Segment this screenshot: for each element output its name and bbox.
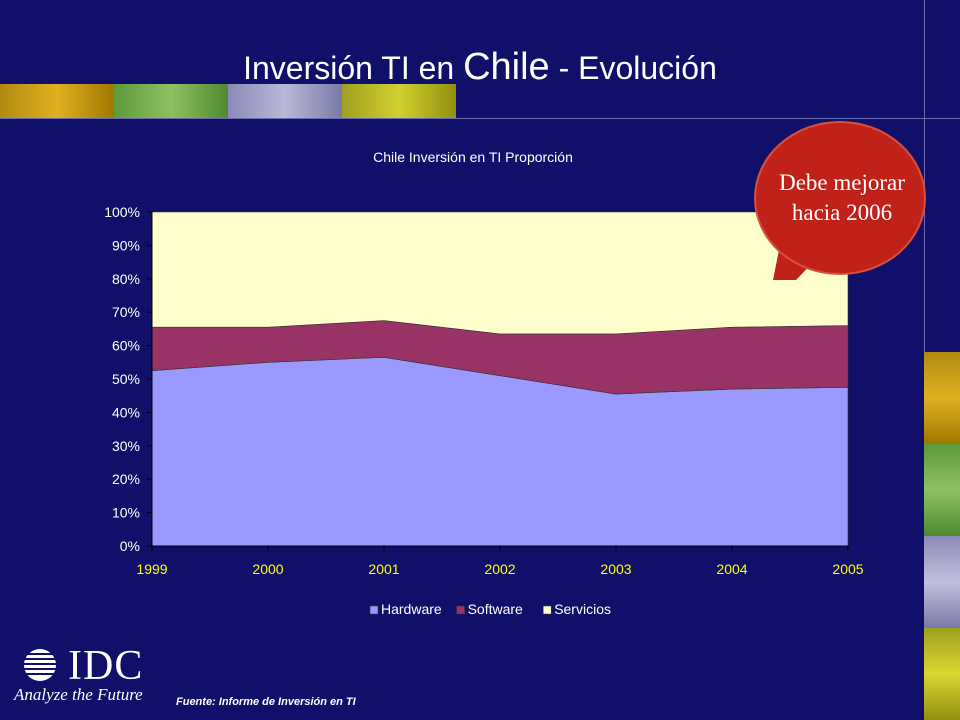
title-part-2: Chile bbox=[463, 46, 550, 88]
decorative-vertical-color-strip bbox=[924, 352, 960, 720]
x-tick-label: 2000 bbox=[252, 561, 283, 577]
idc-globe-icon bbox=[14, 649, 66, 681]
y-tick-label: 80% bbox=[112, 271, 140, 287]
title-part-1: Inversión TI en bbox=[243, 50, 464, 86]
x-tick-label: 2003 bbox=[600, 561, 631, 577]
x-tick-label: 2005 bbox=[832, 561, 863, 577]
legend-label-software: Software bbox=[468, 601, 523, 617]
idc-logo-text: IDC bbox=[68, 643, 144, 689]
callout-ellipse bbox=[754, 121, 926, 275]
x-tick-label: 2004 bbox=[716, 561, 747, 577]
callout-text: Debe mejorar hacia 2006 bbox=[779, 170, 905, 225]
source-note: Fuente: Informe de Inversión en TI bbox=[176, 696, 356, 708]
legend-swatch-software bbox=[456, 605, 465, 615]
decorative-color-strip bbox=[0, 84, 456, 118]
horizontal-divider-line bbox=[0, 118, 960, 119]
x-tick-label: 2001 bbox=[368, 561, 399, 577]
y-tick-label: 100% bbox=[104, 204, 140, 220]
y-tick-label: 10% bbox=[112, 505, 140, 521]
tagline: Analyze the Future bbox=[14, 685, 143, 704]
y-tick-label: 60% bbox=[112, 338, 140, 354]
callout-bubble bbox=[754, 121, 926, 280]
y-tick-label: 0% bbox=[120, 538, 140, 554]
y-tick-label: 30% bbox=[112, 438, 140, 454]
y-tick-label: 40% bbox=[112, 404, 140, 420]
y-tick-label: 90% bbox=[112, 237, 140, 253]
y-tick-label: 70% bbox=[112, 304, 140, 320]
y-tick-label: 50% bbox=[112, 371, 140, 387]
x-tick-label: 1999 bbox=[136, 561, 167, 577]
x-tick-label: 2002 bbox=[484, 561, 515, 577]
area-servicios bbox=[151, 211, 849, 335]
legend-swatch-servicios bbox=[542, 605, 552, 615]
chart-title: Chile Inversión en TI Proporción bbox=[373, 149, 573, 165]
legend-swatch-hardware bbox=[369, 605, 379, 615]
legend-label-hardware: Hardware bbox=[381, 601, 442, 617]
y-tick-label: 20% bbox=[112, 471, 140, 487]
legend-label-servicios: Servicios bbox=[554, 601, 611, 617]
slide-title: Inversión TI en Chile - Evolución bbox=[0, 46, 960, 89]
title-part-3: - Evolución bbox=[549, 50, 717, 86]
